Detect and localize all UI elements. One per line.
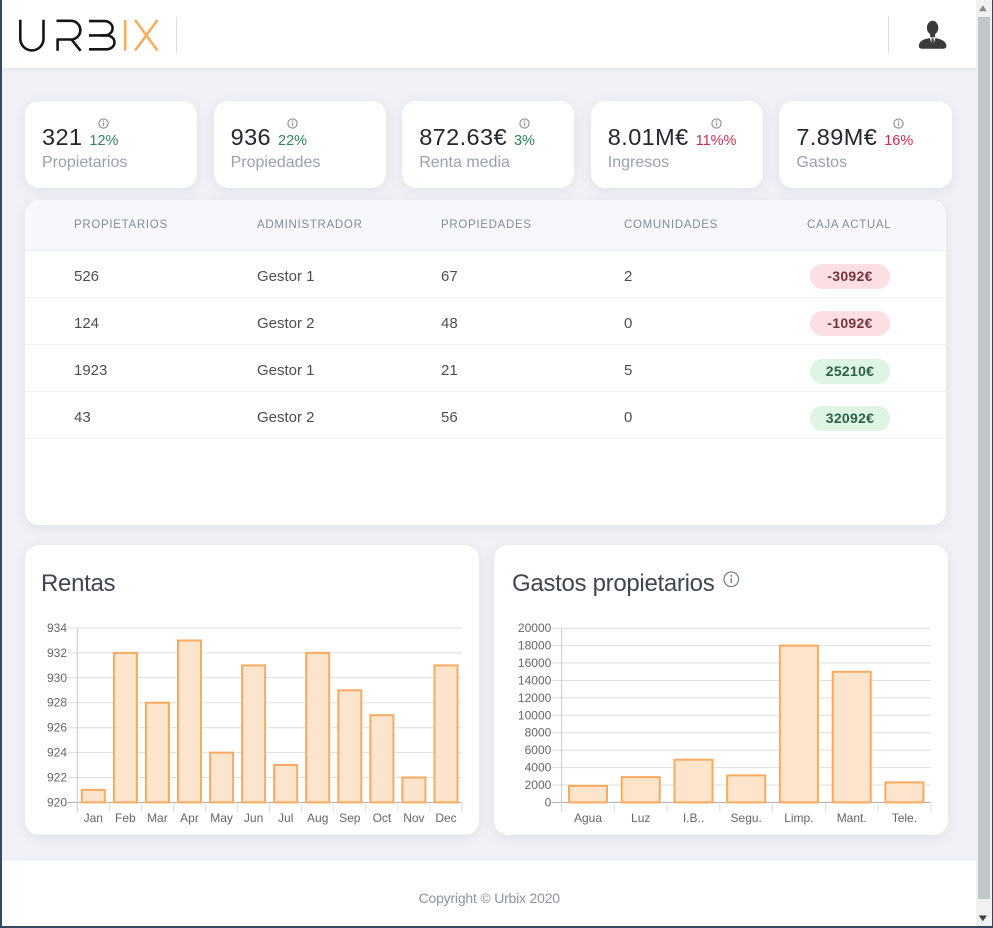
svg-text:2000: 2000 xyxy=(525,778,552,792)
svg-text:Jan: Jan xyxy=(84,811,103,825)
svg-text:Agua: Agua xyxy=(574,811,602,825)
svg-text:Mant.: Mant. xyxy=(837,811,867,825)
svg-text:20000: 20000 xyxy=(518,621,552,635)
svg-text:Sep: Sep xyxy=(339,811,361,825)
svg-text:Oct: Oct xyxy=(373,811,392,825)
svg-text:Feb: Feb xyxy=(115,811,136,825)
svg-text:924: 924 xyxy=(47,746,67,760)
svg-text:Aug: Aug xyxy=(307,811,328,825)
svg-text:Tele.: Tele. xyxy=(892,811,917,825)
svg-text:930: 930 xyxy=(47,671,67,685)
svg-text:Dec: Dec xyxy=(435,811,456,825)
svg-text:18000: 18000 xyxy=(518,639,552,653)
svg-text:12000: 12000 xyxy=(518,691,552,705)
svg-text:928: 928 xyxy=(47,696,67,710)
svg-text:0: 0 xyxy=(545,795,552,809)
svg-text:934: 934 xyxy=(47,621,67,635)
svg-text:920: 920 xyxy=(47,795,67,809)
svg-text:Jul: Jul xyxy=(278,811,293,825)
svg-text:Mar: Mar xyxy=(147,811,168,825)
svg-text:4000: 4000 xyxy=(525,761,552,775)
svg-text:926: 926 xyxy=(47,721,67,735)
svg-text:Nov: Nov xyxy=(403,811,424,825)
svg-text:8000: 8000 xyxy=(525,726,552,740)
svg-text:10000: 10000 xyxy=(518,708,552,722)
svg-text:16000: 16000 xyxy=(518,656,552,670)
svg-text:932: 932 xyxy=(47,646,67,660)
svg-text:May: May xyxy=(210,811,233,825)
svg-text:Luz: Luz xyxy=(631,811,650,825)
svg-text:14000: 14000 xyxy=(518,674,552,688)
svg-text:Apr: Apr xyxy=(180,811,199,825)
svg-text:I.B..: I.B.. xyxy=(683,811,704,825)
svg-text:Jun: Jun xyxy=(244,811,263,825)
svg-text:922: 922 xyxy=(47,771,67,785)
svg-text:Limp.: Limp. xyxy=(784,811,813,825)
svg-text:Segu.: Segu. xyxy=(731,811,762,825)
svg-text:6000: 6000 xyxy=(525,743,552,757)
